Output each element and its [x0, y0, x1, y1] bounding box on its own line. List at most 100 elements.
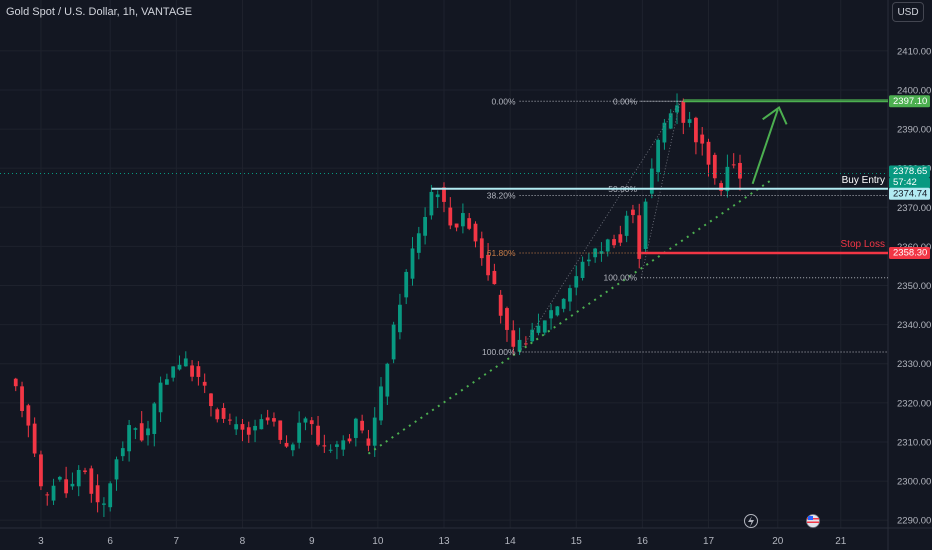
candle-body [353, 418, 358, 438]
candle-body [158, 382, 163, 413]
currency-button[interactable]: USD [892, 2, 924, 22]
candle-body [102, 503, 106, 505]
candle [429, 184, 434, 220]
candle-body [303, 418, 308, 423]
time-tick-label: 8 [240, 536, 246, 547]
candle [555, 306, 560, 317]
candle-body [643, 201, 648, 249]
candle [643, 198, 648, 254]
candle [309, 417, 314, 435]
candle [738, 154, 742, 191]
candle [102, 497, 106, 518]
time-tick-label: 13 [438, 536, 450, 547]
candle-body [209, 393, 213, 407]
candle [32, 417, 37, 458]
candle [731, 153, 736, 169]
candle-body [196, 366, 201, 377]
fib2-level-label: 100.00% [604, 273, 638, 283]
candle-body [246, 427, 251, 435]
candle-body [656, 139, 661, 173]
candle-body [649, 168, 654, 194]
candle [196, 361, 201, 386]
candle-body [517, 339, 522, 352]
candle [675, 93, 679, 125]
fib1-level-label: 100.00% [482, 347, 516, 357]
candle [561, 298, 566, 313]
candle [13, 377, 18, 392]
candle-body [372, 417, 377, 446]
candle-body [586, 259, 591, 262]
candle-body [687, 119, 692, 123]
candle [146, 420, 150, 446]
candle [448, 197, 453, 230]
price-tag: 2378.65 [889, 165, 930, 178]
time-tick-label: 16 [637, 536, 649, 547]
price-tag-bg [889, 95, 930, 108]
candle [76, 465, 81, 497]
candle-body [454, 223, 459, 228]
candle-body [505, 308, 509, 330]
candle-body [366, 438, 371, 446]
candle [442, 182, 446, 213]
candle-body [95, 485, 100, 503]
candle-body [51, 485, 56, 501]
price-tag: 57:42 [889, 177, 930, 189]
candle-body [227, 419, 232, 421]
candle [568, 284, 572, 312]
price-tag-text: 2358.30 [893, 248, 927, 259]
candle-body [108, 483, 113, 508]
candle [410, 237, 415, 286]
candle-body [511, 330, 516, 347]
time-tick-label: 20 [772, 536, 784, 547]
candle [542, 320, 547, 336]
candle-body [542, 320, 547, 333]
candle-body [404, 271, 409, 298]
candle [511, 320, 516, 356]
price-tag: 2374.74 [889, 187, 930, 200]
candle-body [265, 417, 270, 421]
stop-loss-label: Stop Loss [841, 239, 885, 250]
candle-body [89, 468, 94, 494]
candle [593, 247, 598, 263]
candle-body [83, 470, 87, 472]
candle [253, 419, 257, 443]
candle [385, 362, 390, 405]
candle [158, 376, 163, 423]
candle-body [253, 425, 257, 431]
candle-body [442, 187, 446, 202]
candle [108, 481, 113, 512]
grid-lines [0, 0, 888, 528]
candle-body [580, 261, 585, 278]
price-axis: 2290.00 2300.00 2310.00 2320.00 2330.00 2340.… [897, 46, 931, 526]
price-tag-bg [889, 247, 930, 260]
candle [120, 441, 125, 462]
candle [234, 416, 239, 436]
time-axis: 3 6 7 8 9 10 13 14 15 16 17 20 21 [38, 536, 847, 547]
candle-body [379, 386, 383, 421]
candle [574, 265, 579, 296]
candle [171, 366, 176, 382]
candle-body [662, 122, 667, 143]
candle [631, 204, 635, 224]
candle-body [467, 218, 472, 229]
candle [580, 256, 585, 281]
candle [51, 478, 56, 505]
candle [139, 411, 144, 442]
candle [479, 231, 484, 266]
candle [215, 407, 220, 423]
candle [656, 138, 661, 182]
candle-body [568, 288, 572, 302]
candle [360, 414, 365, 434]
candle-body [719, 183, 723, 191]
price-tag-bg [889, 165, 930, 178]
lightning-icon [744, 514, 758, 528]
candle [681, 98, 686, 135]
candle [322, 434, 327, 453]
candle-body [328, 449, 333, 451]
candle [700, 127, 705, 156]
time-tick-label: 21 [835, 536, 847, 547]
candle-body [146, 428, 150, 436]
price-tick-label: 2370.00 [897, 203, 931, 214]
candle [45, 492, 50, 506]
